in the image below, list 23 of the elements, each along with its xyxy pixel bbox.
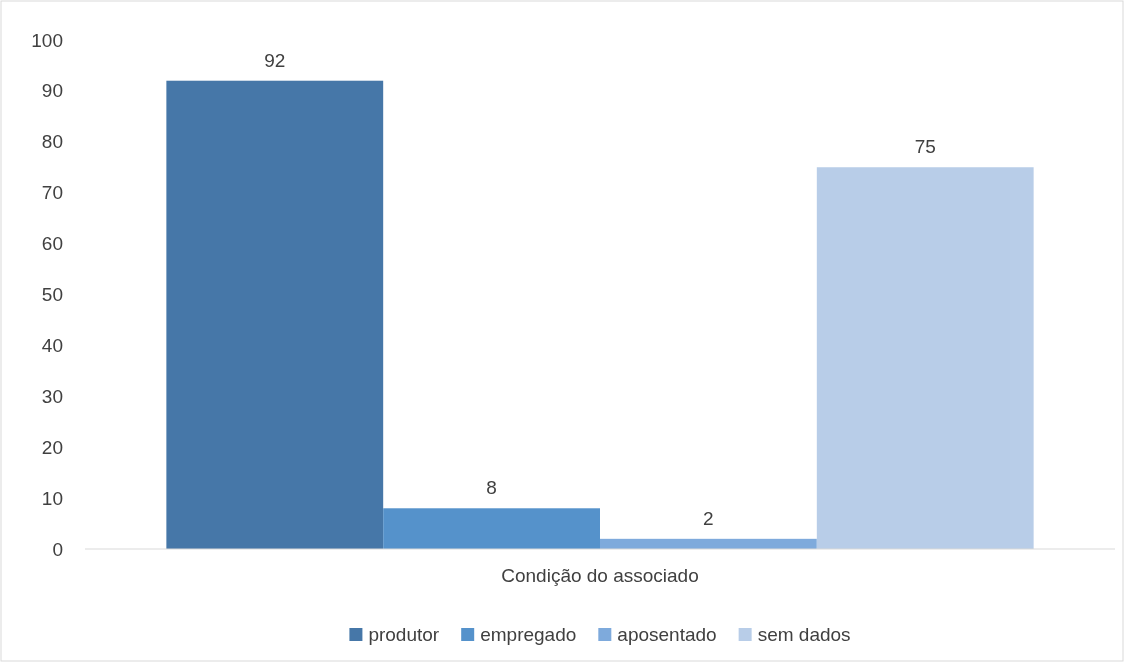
y-tick-label: 30: [41, 385, 63, 407]
y-tick-label: 70: [41, 182, 63, 204]
data-label: 8: [486, 477, 497, 499]
legend-label: sem dados: [757, 624, 851, 645]
legend-label: empregado: [480, 624, 577, 645]
data-label: 2: [703, 507, 714, 529]
y-tick-label: 0: [52, 538, 63, 560]
y-tick-label: 40: [41, 334, 63, 356]
y-tick-label: 20: [41, 436, 63, 458]
y-tick-label: 10: [41, 487, 63, 509]
bar: [816, 167, 1034, 549]
bar: [383, 508, 600, 549]
data-label: 75: [914, 136, 936, 158]
y-tick-label: 100: [31, 29, 63, 51]
y-tick-label: 50: [41, 284, 63, 306]
legend-label: aposentado: [617, 624, 717, 645]
y-tick-label: 80: [41, 131, 63, 153]
bar: [166, 80, 384, 549]
y-tick-label: 60: [41, 233, 63, 255]
data-label: 92: [264, 49, 286, 71]
y-tick-label: 90: [41, 80, 63, 102]
legend-label: produtor: [368, 624, 440, 645]
x-tick-label: Condição do associado: [501, 565, 699, 587]
